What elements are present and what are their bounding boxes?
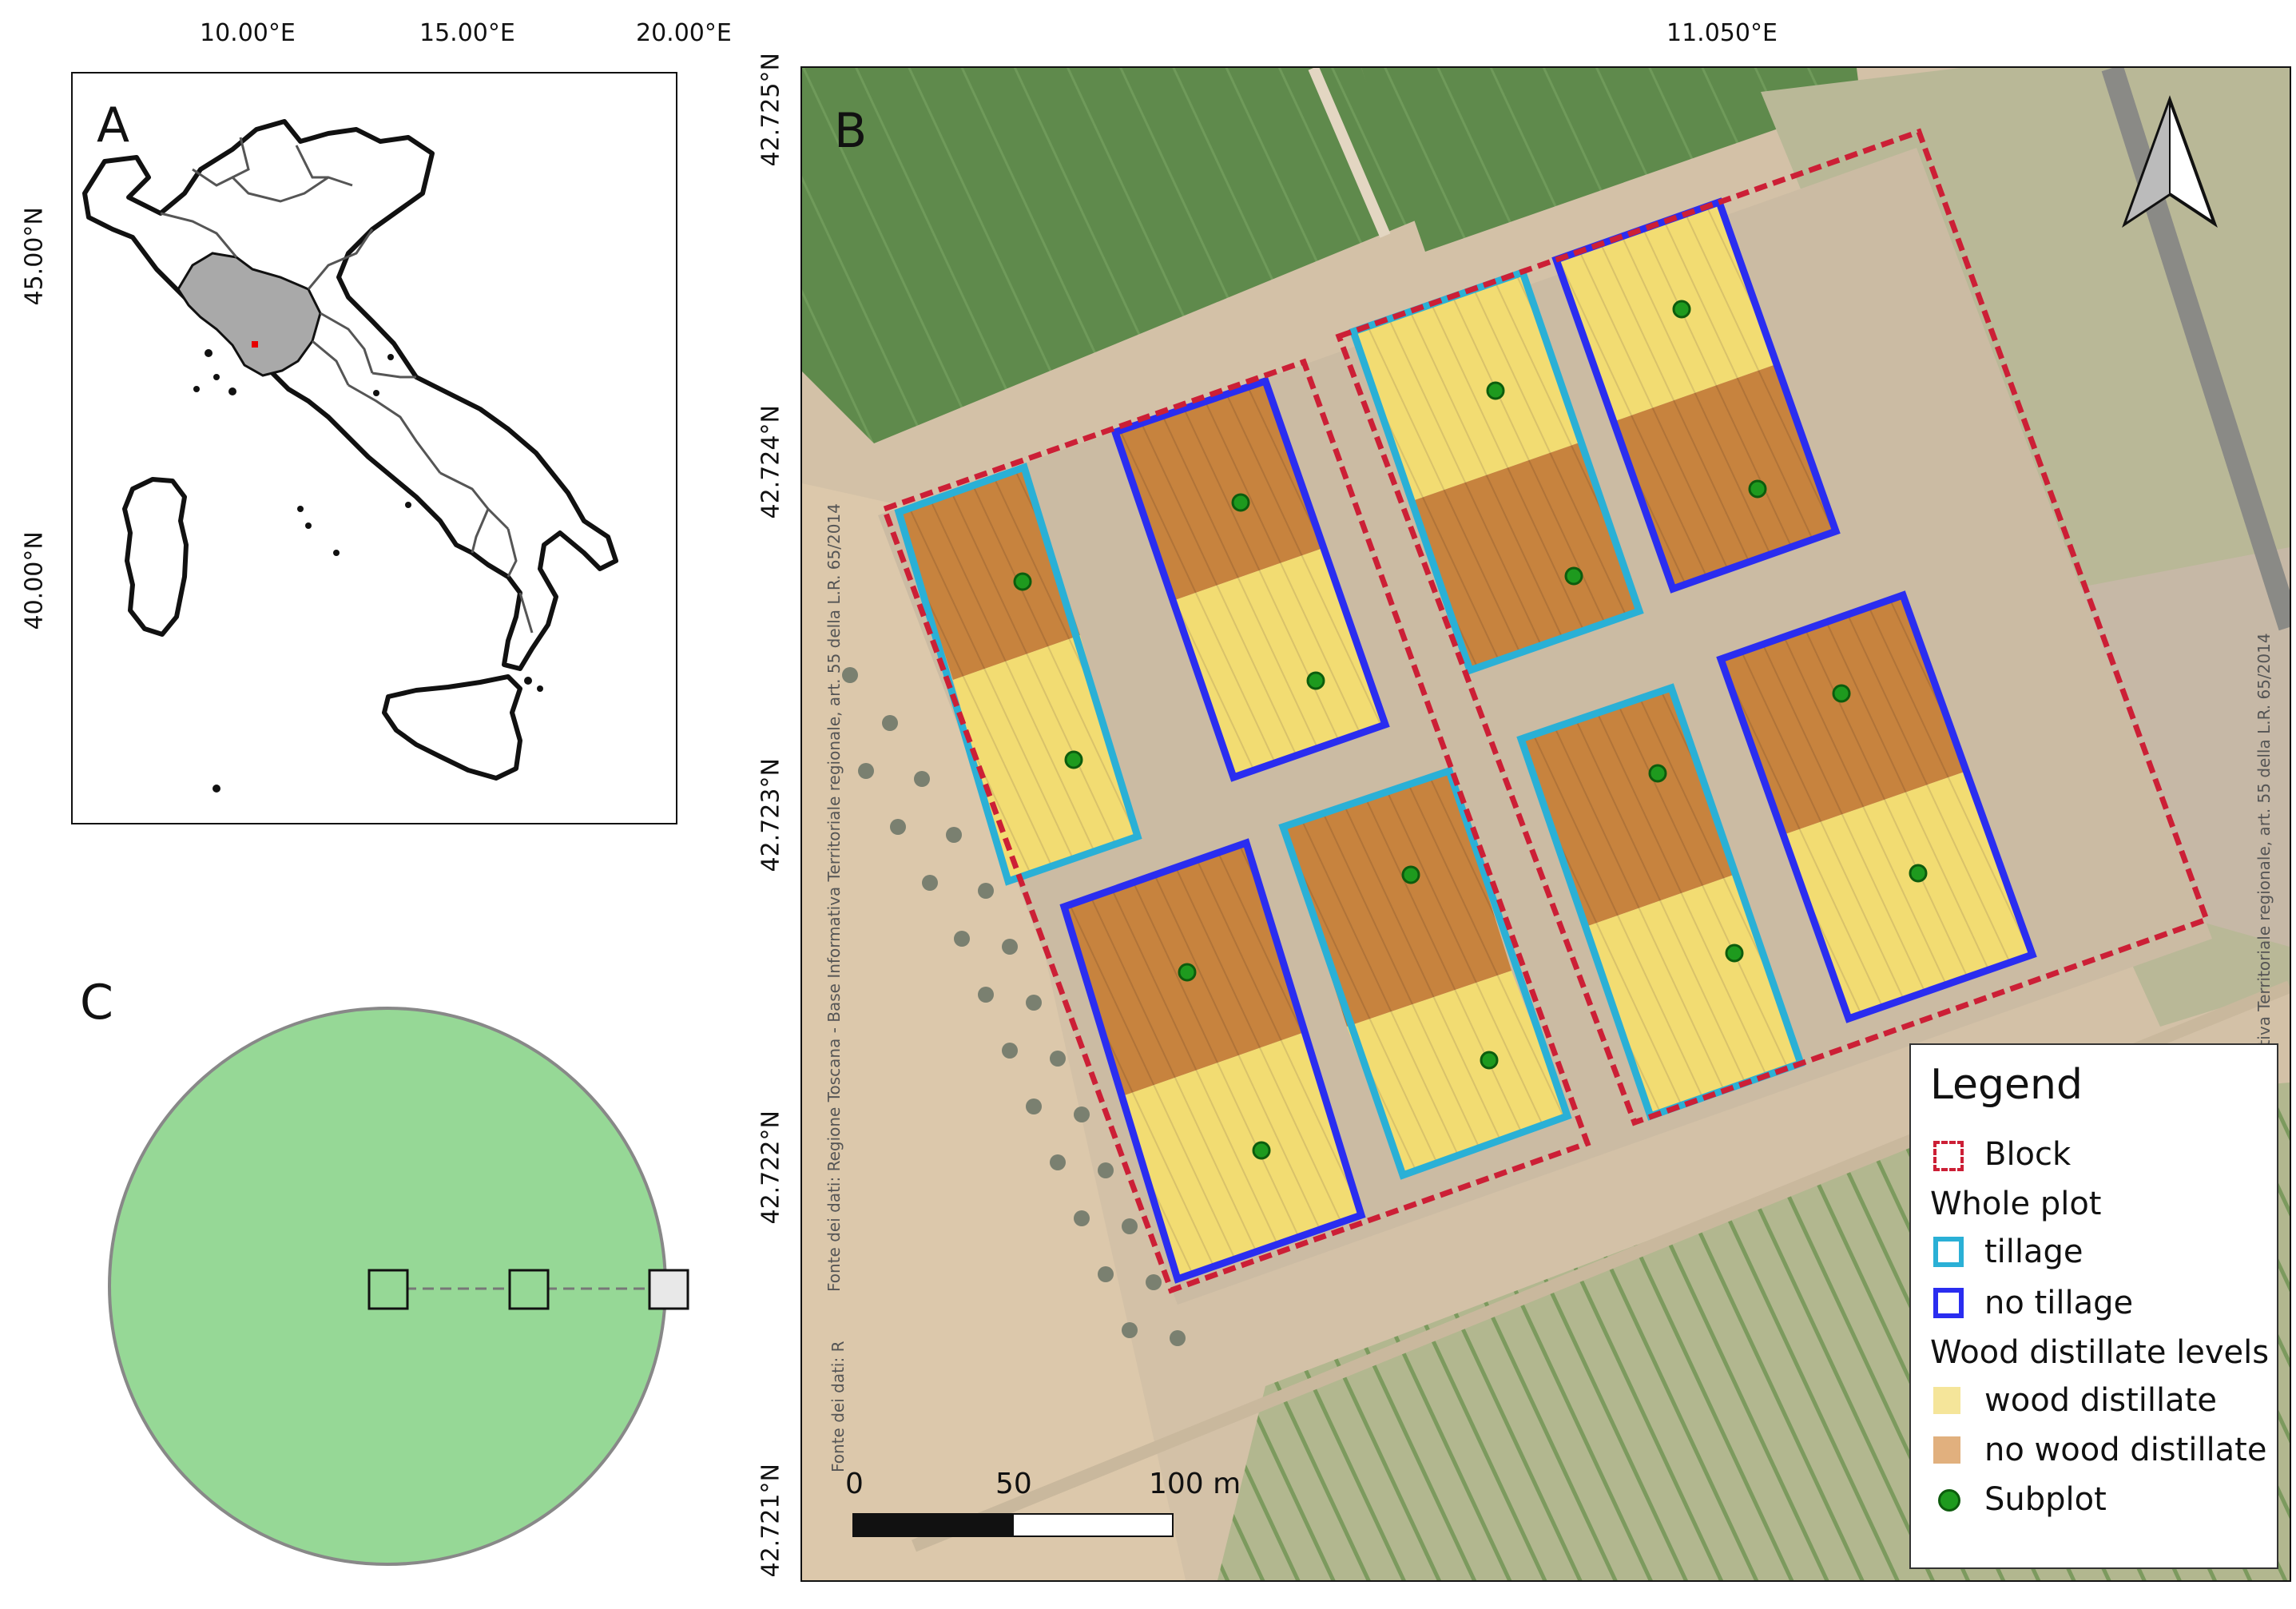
lon-tick-a-1: 10.00°E — [200, 19, 296, 47]
legend-heading-wdl: Wood distillate levels — [1930, 1334, 2270, 1371]
legend-swatch-no-wood-distillate — [1933, 1436, 1960, 1464]
panel-label-a: A — [97, 97, 130, 153]
scale-label-100: 100 m — [1149, 1468, 1241, 1500]
plot-8-wd — [1783, 771, 2032, 1019]
scale-label-0: 0 — [845, 1468, 864, 1500]
plot-8-no-wd — [1721, 595, 1967, 835]
road-right — [2101, 68, 2290, 631]
sampling-square-1 — [367, 1269, 409, 1310]
sardinia-outline — [122, 477, 189, 637]
subplot-diagram — [108, 1007, 689, 1566]
legend-label-block: Block — [1984, 1136, 2072, 1173]
lon-tick-b-1: 11.050°E — [1666, 19, 1778, 47]
plot-2-no-tillage-border — [1110, 376, 1390, 782]
block-2-border — [1335, 128, 2211, 1126]
legend-label-no-wood-distillate: no wood distillate — [1984, 1432, 2267, 1468]
scale-label-50: 50 — [995, 1468, 1032, 1500]
lon-tick-a-2: 15.00°E — [419, 19, 515, 47]
legend-label-no-tillage: no tillage — [1984, 1285, 2134, 1321]
study-site-marker — [252, 341, 258, 348]
lat-tick-a-1: 45.00°N — [20, 207, 49, 306]
plot-1-tillage-border — [894, 463, 1142, 886]
lat-tick-b-1: 42.725°N — [757, 53, 785, 167]
italy-map-svg — [82, 119, 618, 793]
legend-swatch-tillage — [1933, 1237, 1964, 1267]
legend-title: Legend — [1930, 1061, 2083, 1109]
bare-field-left — [802, 483, 1186, 1580]
tuscany-region — [177, 252, 322, 377]
lat-tick-b-5: 42.721°N — [757, 1464, 785, 1578]
lon-tick-a-3: 20.00°E — [636, 19, 732, 47]
panel-label-b: B — [834, 103, 868, 159]
scale-bar — [852, 1513, 1174, 1537]
plot-7-no-wd — [1521, 688, 1734, 928]
legend-label-subplot: Subplot — [1984, 1481, 2107, 1518]
plot-3-wd — [1120, 1033, 1361, 1279]
attribution-text-right: Informativa Territoriale regionale, art.… — [2254, 633, 2274, 1108]
legend-heading-whole-plot: Whole plot — [1930, 1186, 2102, 1222]
plot-1-no-wd — [899, 467, 1080, 680]
north-arrow-icon — [2122, 95, 2218, 228]
field-trial-map: B Fonte dei dati: Regione Toscana - Base… — [800, 66, 2291, 1582]
plot-3-no-tillage-border — [1059, 838, 1366, 1284]
italy-inset-map: A — [71, 72, 677, 824]
lat-tick-b-4: 42.722°N — [757, 1110, 785, 1225]
plot-6-no-wd — [1615, 364, 1836, 589]
plot-6-wd — [1556, 202, 1778, 421]
legend-swatch-no-tillage — [1933, 1288, 1964, 1318]
green-field-top — [802, 68, 1417, 443]
plot-2-wd — [1175, 547, 1385, 777]
green-field-top-right — [1361, 68, 1861, 252]
sicily-outline — [382, 674, 522, 781]
plot-2-no-wd — [1115, 381, 1325, 600]
field-trial-svg — [802, 68, 2290, 1580]
lat-tick-a-2: 40.00°N — [20, 531, 49, 630]
legend-label-tillage: tillage — [1984, 1234, 2083, 1270]
olive-trees — [842, 667, 1186, 1346]
legend-swatch-wood-distillate — [1933, 1387, 1960, 1414]
sampling-square-3 — [648, 1269, 689, 1310]
attribution-text-short: Fonte dei dati: R — [828, 1341, 848, 1472]
panel-label-c: C — [80, 975, 113, 1031]
legend-swatch-subplot — [1938, 1489, 1960, 1512]
legend: Legend Block Whole plot tillage no tilla… — [1909, 1043, 2278, 1569]
plot-5-wd — [1353, 272, 1582, 501]
lat-tick-b-2: 42.724°N — [757, 405, 785, 519]
attribution-text: Fonte dei dati: Regione Toscana - Base I… — [824, 503, 844, 1292]
sampling-square-2 — [508, 1269, 550, 1310]
block-1-border — [880, 358, 1591, 1294]
region-borders — [160, 137, 534, 634]
plot-5-no-wd — [1412, 442, 1639, 670]
buildings-right — [2080, 547, 2290, 947]
legend-swatch-block — [1933, 1141, 1964, 1171]
subplots — [1013, 300, 1928, 1160]
plot-4-wd — [1347, 971, 1567, 1175]
plot-4-tillage-border — [1278, 766, 1572, 1180]
plot-7-wd — [1583, 875, 1801, 1116]
lat-tick-b-3: 42.723°N — [757, 758, 785, 872]
plot-4-no-wd — [1283, 771, 1511, 1027]
plot-8-no-tillage-border — [1716, 590, 2037, 1023]
track-top — [1308, 68, 1391, 238]
legend-label-wood-distillate: wood distillate — [1984, 1382, 2217, 1419]
